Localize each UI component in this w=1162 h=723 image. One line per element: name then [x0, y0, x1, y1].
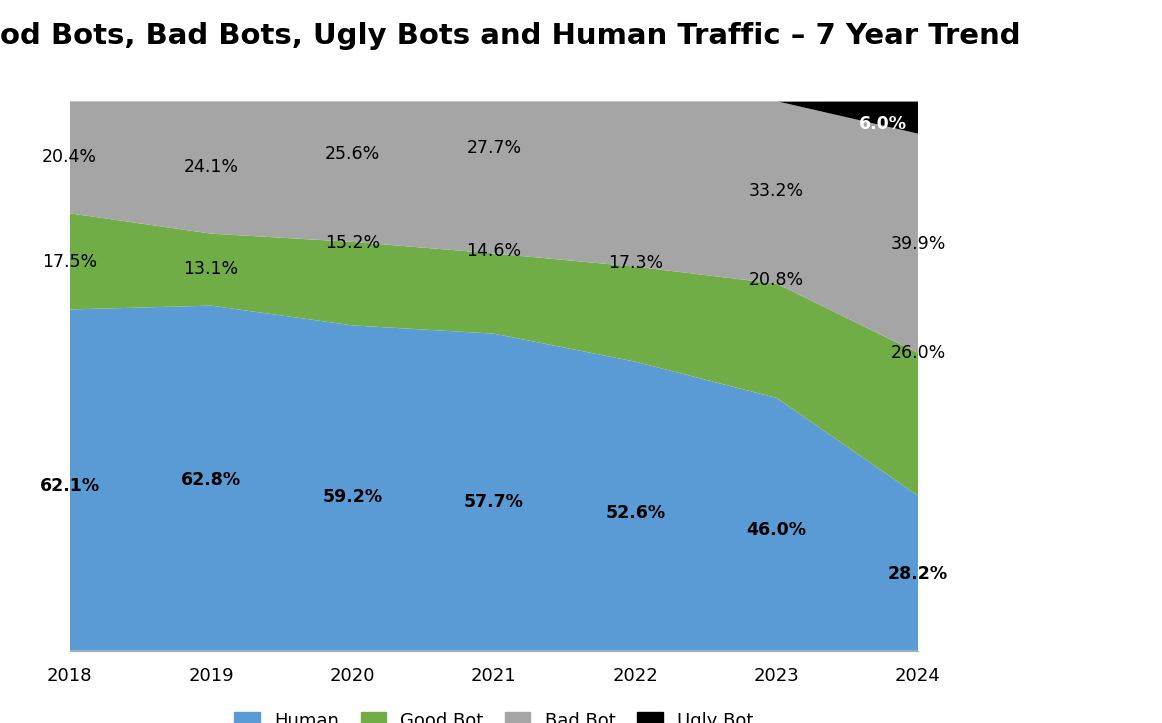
Text: 20.8%: 20.8% — [749, 271, 804, 289]
Legend: Human, Good Bot, Bad Bot, Ugly Bot: Human, Good Bot, Bad Bot, Ugly Bot — [235, 711, 753, 723]
Text: 27.7%: 27.7% — [466, 140, 522, 158]
Text: Good Bots, Bad Bots, Ugly Bots and Human Traffic – 7 Year Trend: Good Bots, Bad Bots, Ugly Bots and Human… — [0, 22, 1020, 50]
Text: 20.4%: 20.4% — [42, 148, 98, 166]
Text: 24.1%: 24.1% — [184, 158, 238, 176]
Text: 17.3%: 17.3% — [608, 254, 662, 273]
Text: 14.6%: 14.6% — [466, 241, 522, 260]
Text: 62.8%: 62.8% — [181, 471, 242, 489]
Text: 28.2%: 28.2% — [888, 565, 948, 583]
Text: 52.6%: 52.6% — [605, 505, 666, 522]
Text: 33.2%: 33.2% — [749, 182, 804, 200]
Text: 62.1%: 62.1% — [40, 477, 100, 495]
Text: 13.1%: 13.1% — [184, 260, 238, 278]
Text: 59.2%: 59.2% — [322, 488, 382, 506]
Text: 15.2%: 15.2% — [325, 234, 380, 252]
Text: 39.9%: 39.9% — [890, 235, 946, 253]
Text: 25.6%: 25.6% — [325, 145, 380, 163]
Text: 6.0%: 6.0% — [859, 115, 906, 133]
Text: 57.7%: 57.7% — [464, 493, 524, 511]
Text: 26.0%: 26.0% — [890, 344, 946, 362]
Text: 17.5%: 17.5% — [42, 252, 98, 270]
Text: 46.0%: 46.0% — [747, 521, 806, 539]
